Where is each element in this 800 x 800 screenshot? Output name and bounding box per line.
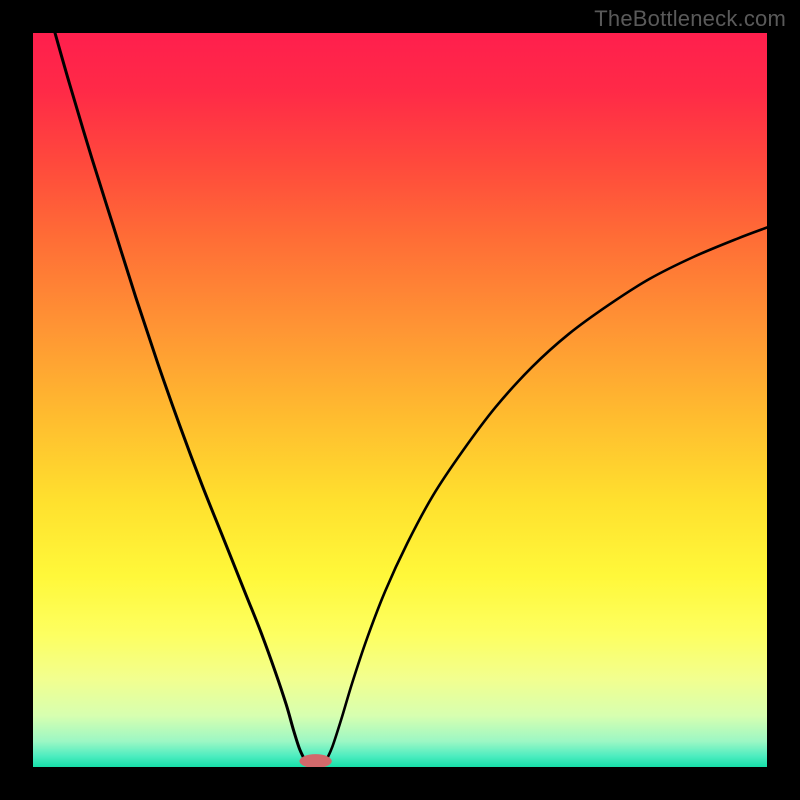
- bottleneck-marker: [299, 754, 331, 768]
- bottleneck-chart: [0, 0, 800, 800]
- watermark-text: TheBottleneck.com: [594, 6, 786, 32]
- chart-background: [33, 33, 767, 767]
